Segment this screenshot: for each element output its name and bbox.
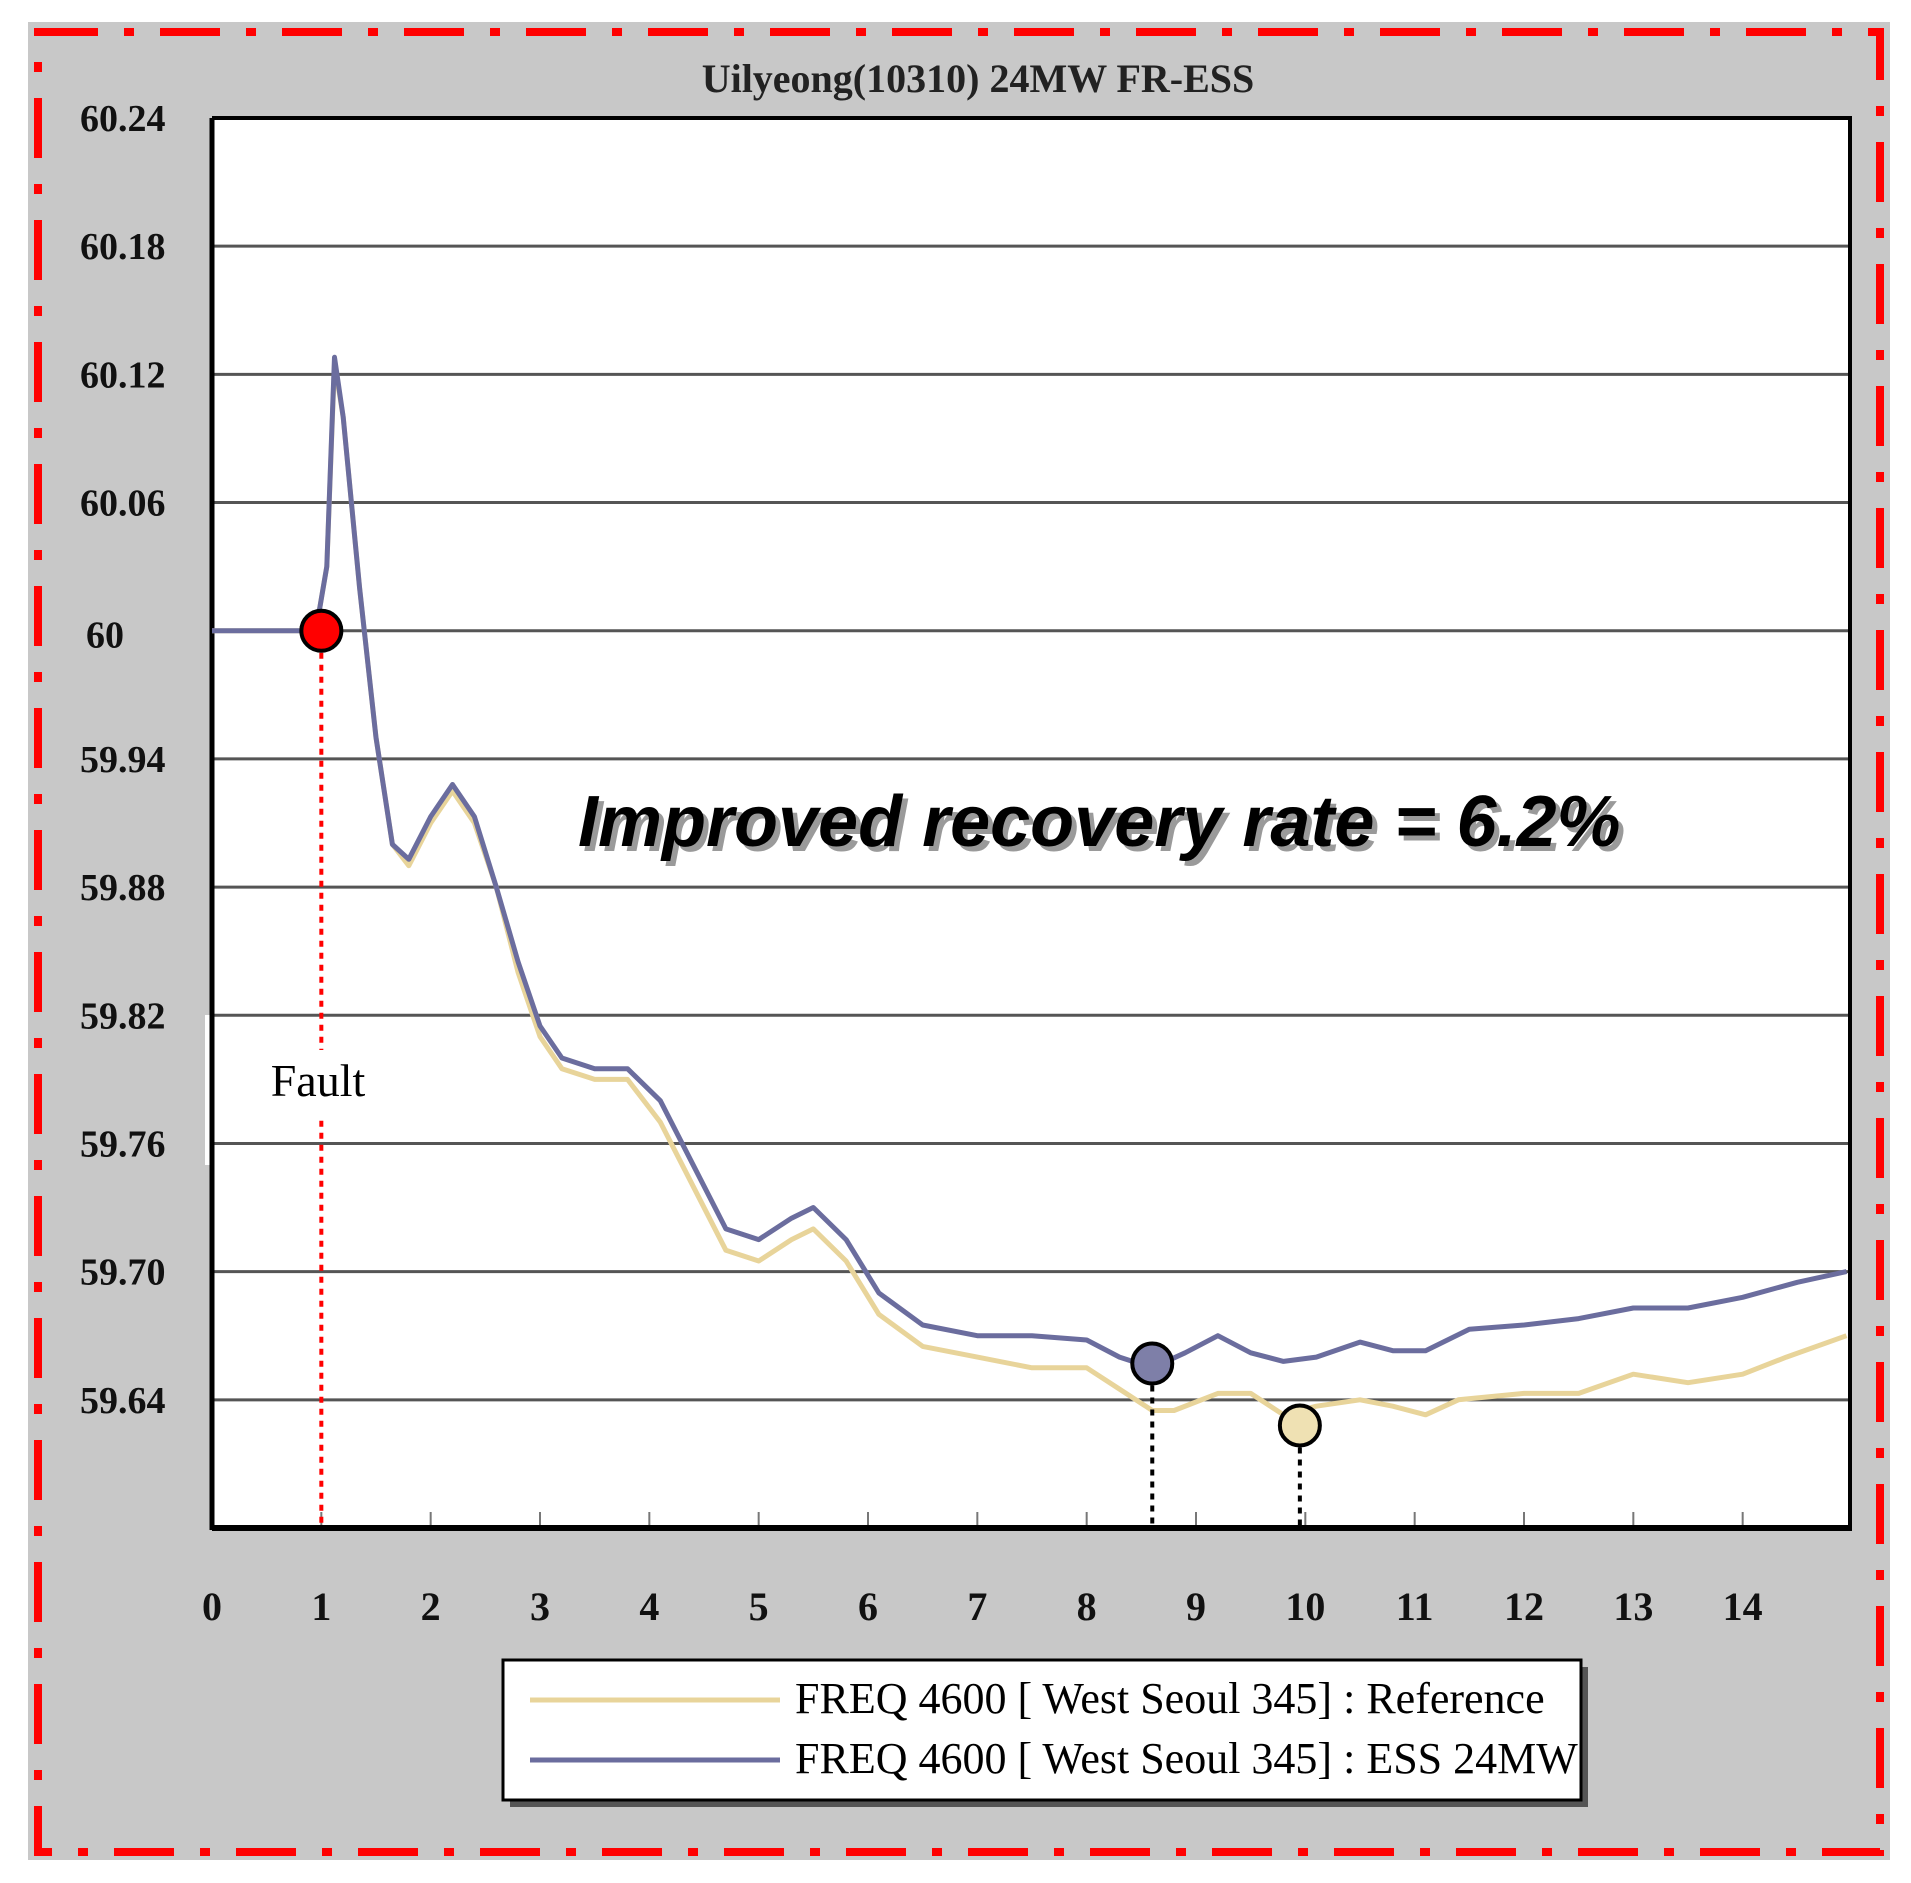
y-tick-label: 59.82 xyxy=(80,995,166,1037)
data-markers xyxy=(299,608,1322,1448)
x-tick-label: 9 xyxy=(1186,1584,1206,1629)
y-tick-label: 59.64 xyxy=(80,1380,166,1422)
x-tick-label: 4 xyxy=(639,1584,659,1629)
plot-area xyxy=(212,118,1852,1530)
y-tick-label: 60 xyxy=(86,615,124,657)
y-tick-label: 60.18 xyxy=(80,226,166,268)
x-tick-label: 6 xyxy=(858,1584,878,1629)
x-tick-label: 0 xyxy=(202,1584,222,1629)
y-tick-labels: 60.24 60.18 60.12 60.06 60 59.94 59.88 59.82 59.… xyxy=(80,98,166,1422)
x-tick-label: 1 xyxy=(311,1584,331,1629)
ess-minimum-marker xyxy=(1130,1341,1175,1386)
legend-box xyxy=(501,1658,1583,1802)
data-series xyxy=(212,354,1848,1418)
grid-lines xyxy=(212,244,1852,1402)
x-tick-label: 7 xyxy=(967,1584,987,1629)
reference-minimum-marker xyxy=(1277,1403,1322,1448)
fault-marker xyxy=(299,608,344,653)
x-tick-label: 11 xyxy=(1396,1584,1434,1629)
y-tick-label: 60.24 xyxy=(80,98,166,140)
x-tick-label: 13 xyxy=(1613,1584,1653,1629)
fault-label: Fault xyxy=(271,1055,366,1106)
series-line-reference xyxy=(212,361,1848,1418)
x-tick-label: 3 xyxy=(530,1584,550,1629)
recovery-rate-annotation-shadow: Improved recovery rate = 6.2% xyxy=(583,787,1626,867)
x-tick-label: 8 xyxy=(1077,1584,1097,1629)
legend: FREQ 4600 [ West Seoul 345] : Reference … xyxy=(501,1658,1588,1807)
x-tick-label: 12 xyxy=(1504,1584,1544,1629)
y-tick-label: 59.94 xyxy=(80,739,166,781)
legend-label-ess: FREQ 4600 [ West Seoul 345] : ESS 24MW xyxy=(795,1734,1578,1783)
recovery-rate-annotation: Improved recovery rate = 6.2% xyxy=(578,782,1621,862)
chart-title: Uilyeong(10310) 24MW FR-ESS xyxy=(702,56,1255,101)
x-tick-labels: 0 1 2 3 4 5 6 7 8 9 10 11 12 13 14 xyxy=(202,1584,1763,1629)
legend-label-reference: FREQ 4600 [ West Seoul 345] : Reference xyxy=(795,1674,1545,1723)
x-tick-label: 10 xyxy=(1285,1584,1325,1629)
y-tick-label: 59.88 xyxy=(80,867,166,909)
x-tick-label: 2 xyxy=(421,1584,441,1629)
fault-label-background xyxy=(262,1050,372,1120)
y-tick-label: 60.12 xyxy=(80,354,166,396)
y-tick-label: 59.76 xyxy=(80,1123,166,1165)
series-line-ess xyxy=(212,354,1848,1371)
x-tick-label: 14 xyxy=(1723,1584,1763,1629)
y-tick-label: 59.70 xyxy=(80,1252,166,1294)
y-tick-label: 60.06 xyxy=(80,483,166,525)
x-tick-label: 5 xyxy=(749,1584,769,1629)
